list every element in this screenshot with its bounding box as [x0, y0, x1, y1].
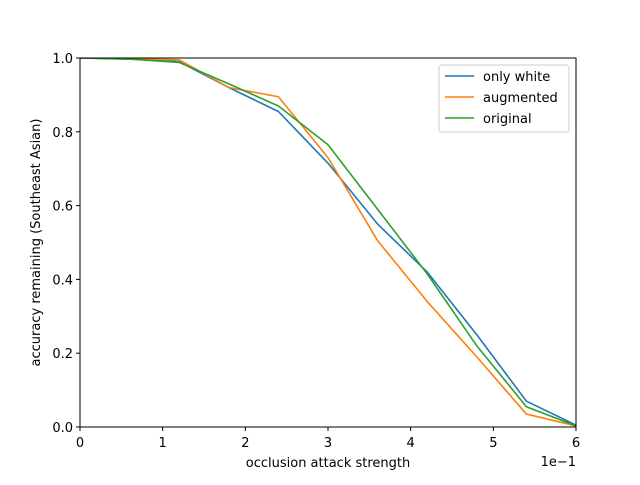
legend-label-only-white: only white [483, 70, 550, 85]
series-line-augmented [80, 58, 576, 427]
legend-label-original: original [483, 112, 532, 127]
x-tick-label: 6 [572, 436, 580, 451]
x-tick-label: 3 [324, 436, 332, 451]
x-axis-offset-text: 1e−1 [541, 455, 576, 470]
legend-label-augmented: augmented [483, 91, 558, 106]
plot-area: 0 1 2 3 4 5 6 0.0 0.2 0.4 0.6 0.8 1.0 only white augme… [52, 52, 580, 451]
x-tick-label: 1 [159, 436, 167, 451]
y-tick-label: 1.0 [52, 52, 73, 67]
legend-box [438, 64, 570, 133]
x-tick-label: 0 [76, 436, 84, 451]
y-tick-label: 0.4 [52, 273, 73, 288]
y-tick-label: 0.2 [52, 347, 73, 362]
series-line-original [80, 58, 576, 427]
y-tick-label: 0.0 [52, 421, 73, 436]
x-axis-label: occlusion attack strength [246, 456, 411, 471]
y-tick-label: 0.8 [52, 126, 73, 141]
x-tick-label: 4 [407, 436, 415, 451]
y-tick-label: 0.6 [52, 200, 73, 215]
x-tick-label: 2 [241, 436, 249, 451]
y-axis-label: accuracy remaining (Southeast Asian) [29, 119, 44, 367]
x-tick-label: 5 [489, 436, 497, 451]
